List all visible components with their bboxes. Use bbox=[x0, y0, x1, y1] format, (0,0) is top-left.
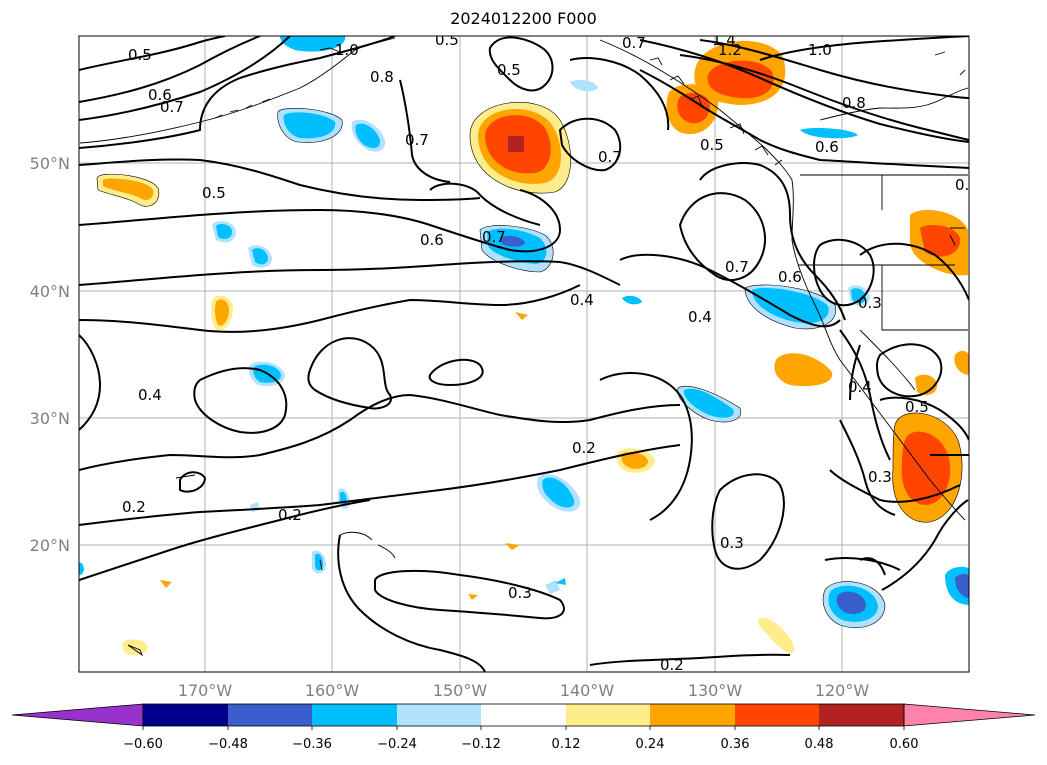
contour-label: 0.8 bbox=[955, 176, 979, 194]
colorbar-segment bbox=[481, 704, 566, 726]
contour-label: 1.0 bbox=[808, 41, 832, 59]
colorbar-tick-label: −0.60 bbox=[123, 737, 163, 752]
contour-label: 0.2 bbox=[278, 506, 302, 524]
colorbar-segment bbox=[566, 704, 650, 726]
colorbar-tick-label: −0.48 bbox=[208, 737, 248, 752]
contour-label: 0.3 bbox=[858, 294, 882, 312]
contour-label: 0.7 bbox=[598, 148, 622, 166]
contour-label: 0.5 bbox=[202, 184, 226, 202]
contour-label: 0.6 bbox=[815, 138, 839, 156]
longitude-label: 170°W bbox=[178, 681, 233, 700]
contour-label: 1.4 bbox=[712, 31, 736, 49]
contour-lines bbox=[79, 36, 969, 672]
contour-label: 0.6 bbox=[148, 86, 172, 104]
latitude-label: 20°N bbox=[30, 536, 70, 555]
contour-label: 0.7 bbox=[405, 131, 429, 149]
colorbar-tick-label: −0.24 bbox=[377, 737, 417, 752]
longitude-label: 160°W bbox=[305, 681, 360, 700]
contour-label: 0.5 bbox=[700, 136, 724, 154]
colorbar-segment bbox=[735, 704, 819, 726]
contour-label: 0.7 bbox=[725, 258, 749, 276]
contour-label: 0.2 bbox=[660, 656, 684, 674]
latitude-label: 40°N bbox=[30, 282, 70, 301]
colorbar-tick-label: 0.12 bbox=[552, 737, 581, 752]
colorbar-tick-label: −0.12 bbox=[461, 737, 501, 752]
map-frame bbox=[78, 35, 970, 673]
colorbar-extend-high bbox=[903, 703, 1036, 727]
contour-label: 0.5 bbox=[128, 46, 152, 64]
contour-label-layer: 0.5 0.6 0.7 0.8 1.0 1.2 1.4 0.5 0.7 0.5 … bbox=[122, 31, 979, 674]
map-title: 2024012200 F000 bbox=[450, 9, 597, 28]
colorbar-segment bbox=[312, 704, 397, 726]
contour-label: 0.3 bbox=[720, 534, 744, 552]
colorbar-tick-label: 0.24 bbox=[636, 737, 665, 752]
colorbar-segment bbox=[650, 704, 735, 726]
contour-label: 1.2 bbox=[718, 41, 742, 59]
colorbar-tick-label: 0.60 bbox=[890, 737, 919, 752]
contour-label: 0.7 bbox=[482, 228, 506, 246]
colorbar-segment bbox=[397, 704, 481, 726]
latitude-label: 50°N bbox=[30, 154, 70, 173]
longitude-label: 140°W bbox=[560, 681, 615, 700]
contour-label: 0.4 bbox=[138, 386, 162, 404]
contour-label: 0.4 bbox=[848, 378, 872, 396]
contour-label: 0.7 bbox=[622, 34, 646, 52]
contour-label: 0.8 bbox=[842, 94, 866, 112]
longitude-labels: 170°W 160°W 150°W 140°W 130°W 120°W bbox=[178, 681, 870, 700]
contour-label: 1.0 bbox=[335, 41, 359, 59]
anomaly-outlines bbox=[96, 101, 963, 628]
contour-label: 0.4 bbox=[688, 308, 712, 326]
contour-label: 0.7 bbox=[160, 98, 184, 116]
colorbar-tick-label: 0.48 bbox=[805, 737, 834, 752]
contour-label: 0.5 bbox=[905, 398, 929, 416]
colorbar-extend-low bbox=[11, 703, 144, 727]
contour-label: 0.2 bbox=[122, 498, 146, 516]
contour-label: 0.5 bbox=[435, 31, 459, 49]
latitude-labels: 50°N 40°N 30°N 20°N bbox=[30, 154, 70, 555]
contour-label: 0.5 bbox=[497, 61, 521, 79]
colorbar-segment bbox=[143, 704, 228, 726]
latitude-label: 30°N bbox=[30, 409, 70, 428]
contour-label: 0.6 bbox=[420, 231, 444, 249]
longitude-label: 150°W bbox=[433, 681, 488, 700]
colorbar-tick-label: −0.36 bbox=[292, 737, 332, 752]
contour-label: 0.4 bbox=[570, 291, 594, 309]
contour-label: 0.8 bbox=[370, 68, 394, 86]
longitude-label: 130°W bbox=[688, 681, 743, 700]
contour-label: 0.3 bbox=[508, 584, 532, 602]
contour-label: 0.3 bbox=[868, 468, 892, 486]
longitude-label: 120°W bbox=[815, 681, 870, 700]
contour-label: 0.6 bbox=[778, 268, 802, 286]
colorbar-segment bbox=[819, 704, 904, 726]
colorbar: −0.60 −0.48 −0.36 −0.24 −0.12 0.12 0.24 … bbox=[11, 703, 1036, 752]
colorbar-segment bbox=[228, 704, 312, 726]
colorbar-tick-label: 0.36 bbox=[721, 737, 750, 752]
contour-label: 0.2 bbox=[572, 439, 596, 457]
